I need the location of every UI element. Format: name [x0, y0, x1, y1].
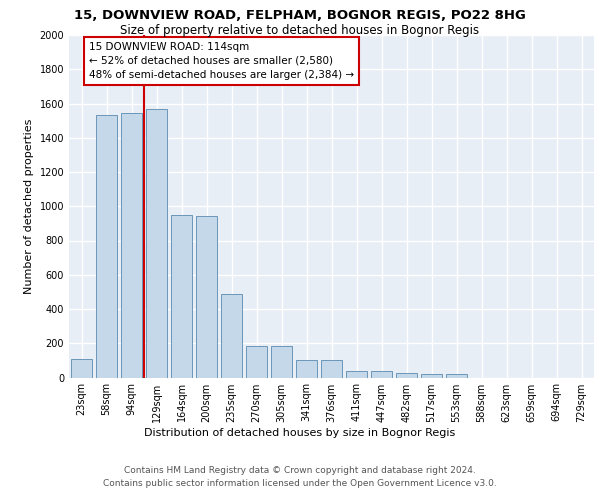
Bar — [71, 358, 92, 378]
Bar — [321, 360, 342, 378]
Bar — [121, 113, 142, 378]
Text: 15 DOWNVIEW ROAD: 114sqm
← 52% of detached houses are smaller (2,580)
48% of sem: 15 DOWNVIEW ROAD: 114sqm ← 52% of detach… — [89, 42, 354, 80]
Bar — [271, 346, 292, 378]
Bar — [396, 373, 417, 378]
Text: Distribution of detached houses by size in Bognor Regis: Distribution of detached houses by size … — [145, 428, 455, 438]
Bar — [346, 370, 367, 378]
Text: Size of property relative to detached houses in Bognor Regis: Size of property relative to detached ho… — [121, 24, 479, 37]
Bar — [296, 360, 317, 378]
Bar — [171, 215, 192, 378]
Y-axis label: Number of detached properties: Number of detached properties — [24, 118, 34, 294]
Bar — [196, 216, 217, 378]
Bar — [421, 374, 442, 378]
Text: Contains HM Land Registry data © Crown copyright and database right 2024.
Contai: Contains HM Land Registry data © Crown c… — [103, 466, 497, 487]
Bar — [221, 294, 242, 378]
Bar — [246, 346, 267, 378]
Bar — [446, 374, 467, 378]
Text: 15, DOWNVIEW ROAD, FELPHAM, BOGNOR REGIS, PO22 8HG: 15, DOWNVIEW ROAD, FELPHAM, BOGNOR REGIS… — [74, 9, 526, 22]
Bar — [371, 370, 392, 378]
Bar — [146, 108, 167, 378]
Bar — [96, 116, 117, 378]
